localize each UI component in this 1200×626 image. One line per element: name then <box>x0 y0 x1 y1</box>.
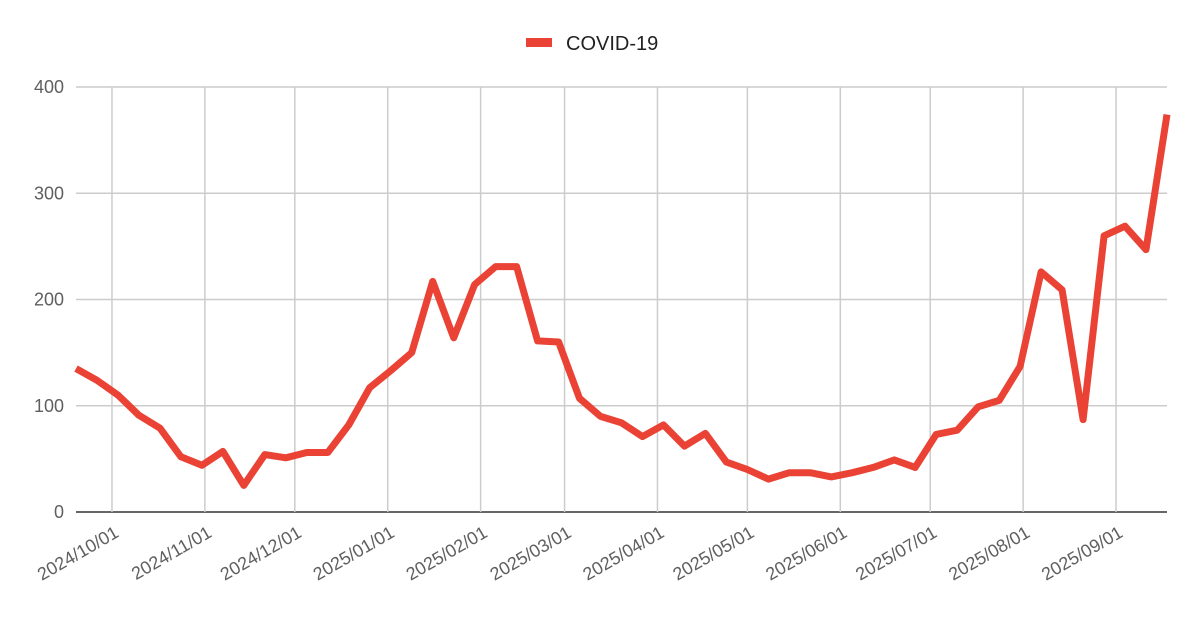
x-tick-label: 2025/02/01 <box>403 522 491 584</box>
x-tick-label: 2025/07/01 <box>852 522 940 584</box>
x-tick-label: 2025/01/01 <box>310 522 398 584</box>
x-tick-label: 2025/03/01 <box>487 522 575 584</box>
x-tick-label: 2025/06/01 <box>762 522 850 584</box>
y-tick-label: 100 <box>34 396 64 416</box>
x-tick-label: 2025/05/01 <box>669 522 757 584</box>
x-tick-label: 2024/11/01 <box>128 522 215 584</box>
x-tick-label: 2025/08/01 <box>945 522 1033 584</box>
x-tick-label: 2025/04/01 <box>579 522 667 584</box>
legend-label: COVID-19 <box>566 33 658 55</box>
y-tick-label: 0 <box>54 502 64 522</box>
data-line <box>74 114 1171 489</box>
x-tick-label: 2024/12/01 <box>217 522 305 584</box>
x-tick-label: 2025/09/01 <box>1038 522 1126 584</box>
legend-swatch <box>526 38 552 47</box>
y-tick-label: 300 <box>34 183 64 203</box>
y-tick-label: 400 <box>34 77 64 97</box>
x-tick-label: 2024/10/01 <box>34 522 122 584</box>
y-tick-label: 200 <box>34 290 64 310</box>
